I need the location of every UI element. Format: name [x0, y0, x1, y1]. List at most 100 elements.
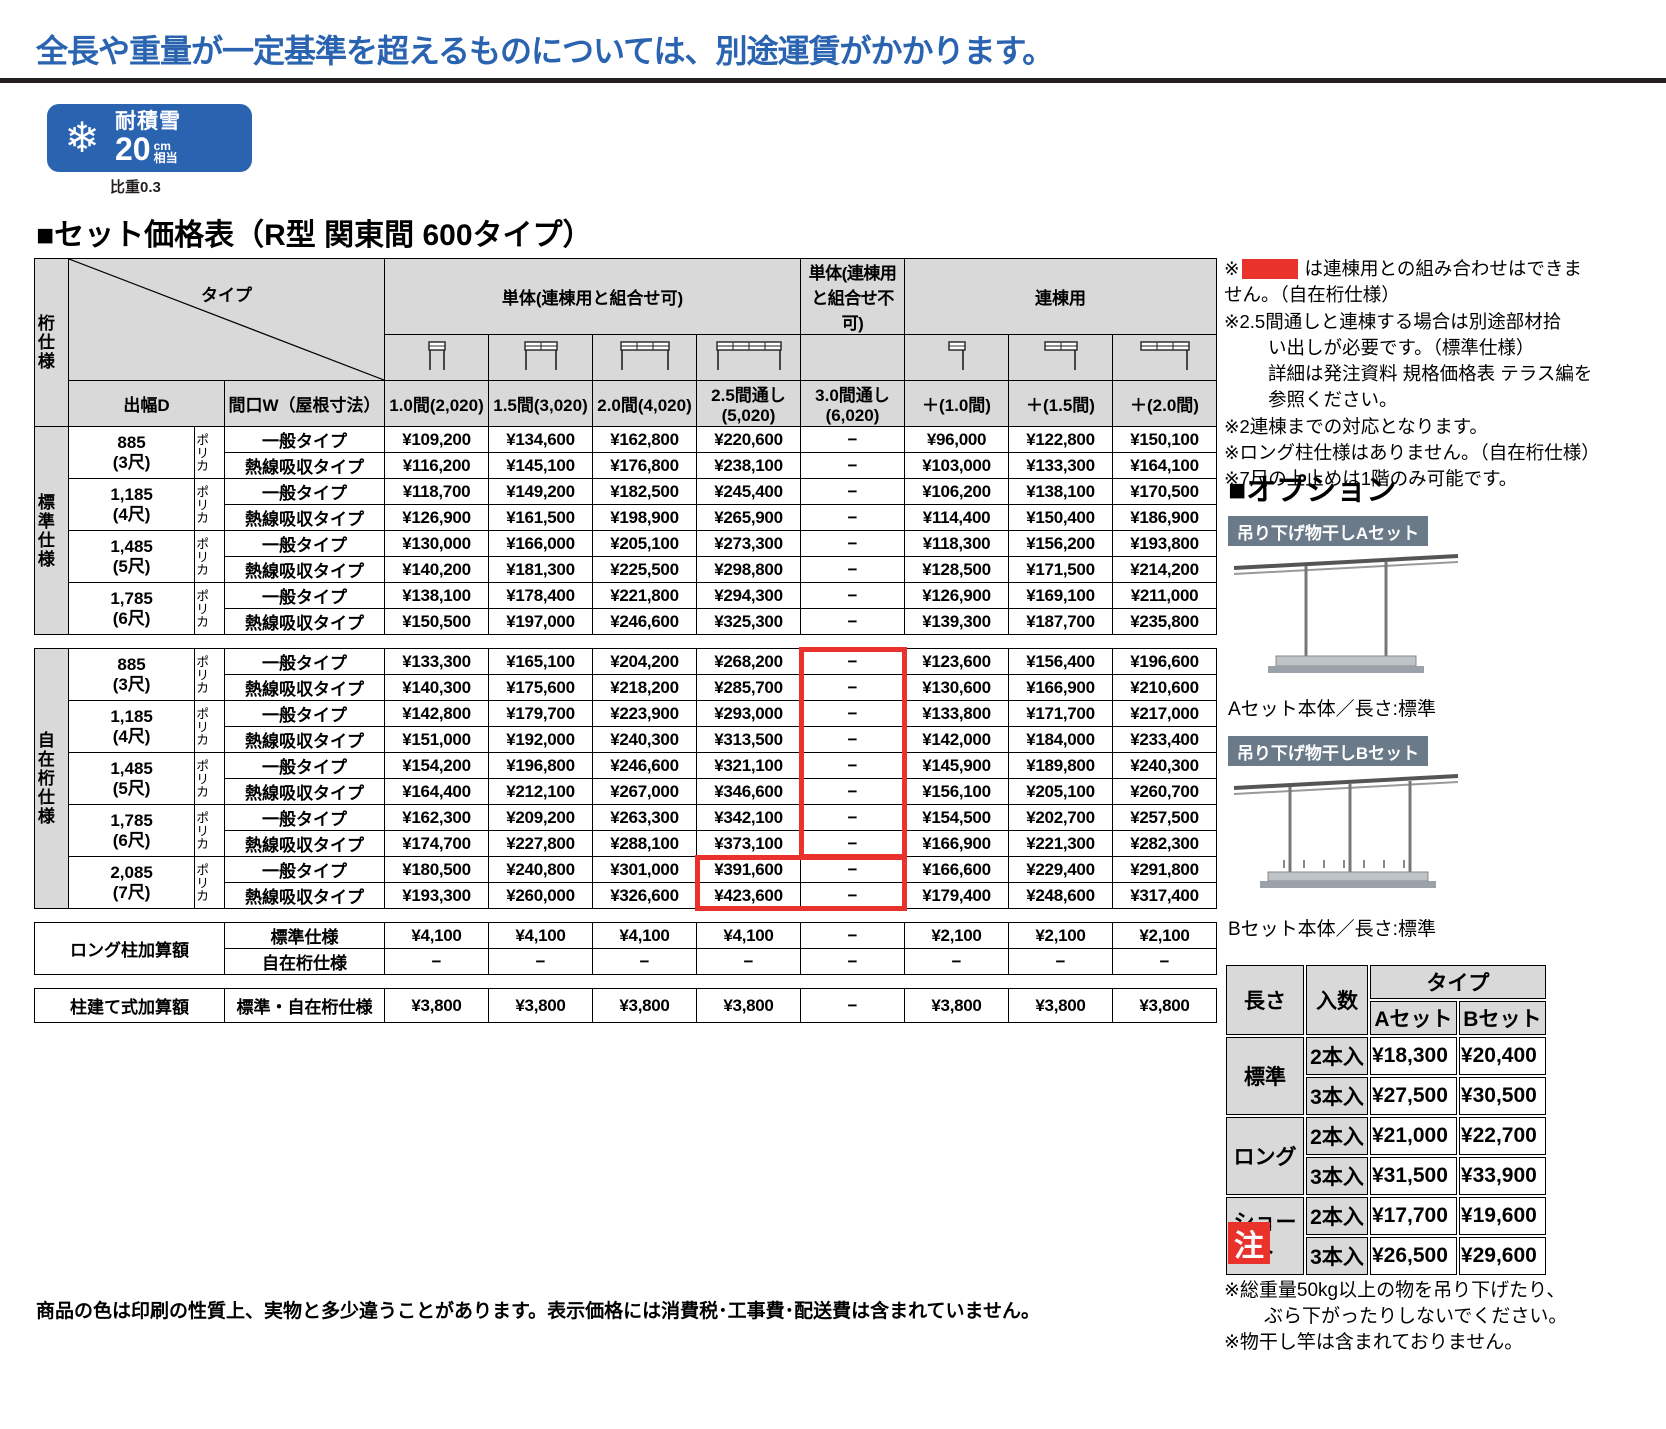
price-cell: ¥3,800	[592, 988, 697, 1023]
price-cell: ¥211,000	[1112, 582, 1217, 609]
price-cell: ¥122,800	[1008, 426, 1113, 453]
opt-price-b: ¥19,600	[1458, 1197, 1546, 1235]
header-spec-column: 桁仕様	[34, 258, 69, 427]
option-b-illustration	[1233, 774, 1459, 888]
header-icon-col-1	[488, 334, 593, 381]
header-col-4: 3.0間通し(6,020)	[800, 380, 905, 427]
price-cell: ¥133,300	[384, 648, 489, 675]
price-cell: ¥282,300	[1112, 830, 1217, 857]
table-row: 1,485 (5尺) ポリカ 一般タイプ ¥130,000 ¥166,000 ¥205,10…	[35, 530, 1217, 583]
price-cell: ¥346,600	[696, 778, 801, 805]
type-cell: 熱線吸収タイプ	[224, 882, 385, 909]
table-row: 1,785 (6尺) ポリカ 一般タイプ ¥162,300 ¥209,200 ¥263,30…	[35, 804, 1217, 857]
top-banner: 全長や重量が一定基準を超えるものについては、別途運賃がかかります。	[0, 0, 1666, 86]
note-line-2-cont2: 詳細は発注資料 規格価格表 テラス編を	[1268, 363, 1593, 385]
notes-block: ※ は連棟用との組み合わせはできま せん。（自在桁仕様） ※2.5間通しと連棟する…	[1224, 256, 1660, 492]
price-cell: −	[800, 452, 905, 479]
price-cell: ¥4,100	[592, 922, 697, 949]
price-cell: ¥130,600	[904, 674, 1009, 701]
header-icon-col-6	[1008, 334, 1113, 381]
opt-header-b: Bセット	[1458, 1001, 1546, 1035]
header-icon-col-4	[800, 334, 905, 381]
price-cell: ¥193,300	[384, 882, 489, 909]
price-cell: −	[696, 948, 801, 975]
note-line-2-cont3: 参照ください。	[1268, 389, 1398, 411]
price-cell: ¥313,500	[696, 726, 801, 753]
header-col-3: 2.5間通し(5,020)	[696, 380, 801, 427]
material-cell: ポリカ	[194, 700, 225, 753]
price-cell: ¥238,100	[696, 452, 801, 479]
price-cell: ¥4,100	[384, 922, 489, 949]
header-col-0: 1.0間(2,020)	[384, 380, 489, 427]
price-cell: ¥240,800	[488, 856, 593, 883]
price-cell: ¥321,100	[696, 752, 801, 779]
type-cell: 一般タイプ	[224, 426, 385, 453]
option-section-title: ■オプション	[1228, 474, 1397, 507]
price-cell: −	[800, 922, 905, 949]
type-cell: 一般タイプ	[224, 752, 385, 779]
price-cell: ¥248,600	[1008, 882, 1113, 909]
opt-table-row: 3本入 ¥31,500 ¥33,900	[1226, 1157, 1546, 1195]
price-cell: ¥212,100	[488, 778, 593, 805]
material-cell: ポリカ	[194, 478, 225, 531]
opt-header-a: Aセット	[1370, 1001, 1457, 1035]
price-table-container: 桁仕様 タイプ 単体(連棟用と組合せ可) 単体(連棟用と組合せ不可) 連棟用	[34, 258, 1217, 1023]
price-cell: ¥179,400	[904, 882, 1009, 909]
price-cell: ¥263,300	[592, 804, 697, 831]
depth-cell: 1,485 (5尺)	[67, 752, 196, 805]
snow-label: 耐積雪	[115, 110, 181, 134]
price-cell: ¥273,300	[696, 530, 801, 557]
price-cell: ¥178,400	[488, 582, 593, 609]
price-cell: ¥130,000	[384, 530, 489, 557]
price-cell: ¥423,600	[696, 882, 801, 909]
price-cell: ¥240,300	[592, 726, 697, 753]
price-cell: ¥170,500	[1112, 478, 1217, 505]
opt-price-b: ¥22,700	[1458, 1117, 1546, 1155]
opt-price-b: ¥33,900	[1458, 1157, 1546, 1195]
section-label-1: 自在桁仕様	[34, 648, 69, 909]
table-row: 自在桁仕様 885 (3尺) ポリカ 一般タイプ ¥133,300 ¥165,100 ¥204…	[34, 648, 1217, 909]
type-cell: 熱線吸収タイプ	[224, 778, 385, 805]
price-cell: ¥4,100	[488, 922, 593, 949]
price-cell: ¥182,500	[592, 478, 697, 505]
price-cell: ¥142,000	[904, 726, 1009, 753]
price-cell: ¥3,800	[696, 988, 801, 1023]
header-col-1: 1.5間(3,020)	[488, 380, 593, 427]
price-cell: ¥4,100	[696, 922, 801, 949]
price-cell: ¥174,700	[384, 830, 489, 857]
price-cell: ¥128,500	[904, 556, 1009, 583]
depth-cell: 2,085 (7尺)	[67, 856, 196, 909]
table-row: 1,485 (5尺) ポリカ 一般タイプ ¥154,200 ¥196,800 ¥246,60…	[35, 752, 1217, 805]
table-row: 熱線吸収タイプ ¥140,200 ¥181,300 ¥225,500 ¥298,800−…	[35, 556, 1217, 583]
price-cell: ¥246,600	[592, 608, 697, 635]
price-cell: ¥257,500	[1112, 804, 1217, 831]
price-cell: ¥164,400	[384, 778, 489, 805]
banner-divider	[0, 78, 1666, 83]
opt-price-b: ¥29,600	[1458, 1237, 1546, 1275]
price-cell: ¥116,200	[384, 452, 489, 479]
type-cell: 一般タイプ	[224, 530, 385, 557]
depth-cell: 1,185 (4尺)	[67, 700, 196, 753]
price-cell: −	[800, 478, 905, 505]
price-cell: −	[800, 778, 905, 805]
price-cell: −	[592, 948, 697, 975]
type-cell: 自在桁仕様	[224, 948, 385, 975]
price-table-title: ■セット価格表（R型 関東間 600タイプ）	[36, 219, 593, 252]
price-cell: ¥229,400	[1008, 856, 1113, 883]
opt-count-cell: 3本入	[1306, 1157, 1368, 1195]
price-cell: ¥126,900	[384, 504, 489, 531]
type-cell: 熱線吸収タイプ	[224, 726, 385, 753]
opt-count-cell: 3本入	[1306, 1077, 1368, 1115]
option-a-caption: Aセット本体／長さ:標準	[1228, 699, 1436, 720]
price-cell: ¥139,300	[904, 608, 1009, 635]
table-row: 熱線吸収タイプ ¥174,700 ¥227,800 ¥288,100 ¥373,100−…	[35, 830, 1217, 857]
option-b-caption: Bセット本体／長さ:標準	[1228, 919, 1436, 940]
price-cell: ¥260,700	[1112, 778, 1217, 805]
price-cell: ¥118,700	[384, 478, 489, 505]
table-row: 熱線吸収タイプ ¥164,400 ¥212,100 ¥267,000 ¥346,600−…	[35, 778, 1217, 805]
price-cell: ¥218,200	[592, 674, 697, 701]
price-cell: −	[384, 948, 489, 975]
price-cell: ¥3,800	[384, 988, 489, 1023]
price-cell: ¥221,800	[592, 582, 697, 609]
table-row: 熱線吸収タイプ ¥116,200 ¥145,100 ¥176,800 ¥238,100−…	[35, 452, 1217, 479]
